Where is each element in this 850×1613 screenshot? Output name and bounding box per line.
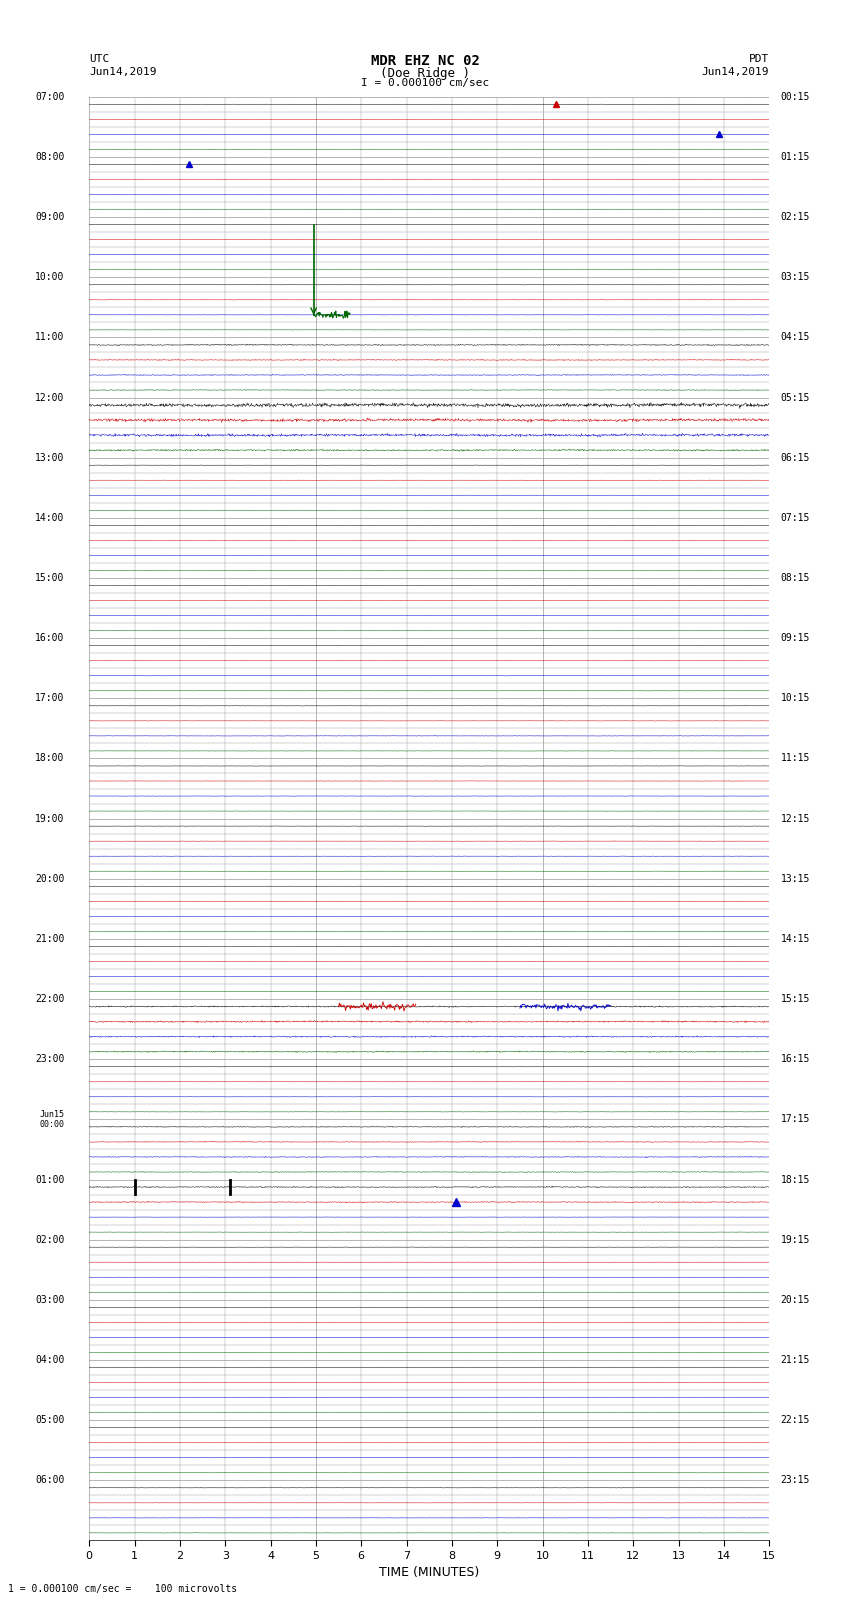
Text: 02:15: 02:15 — [780, 211, 810, 223]
Text: 14:00: 14:00 — [35, 513, 65, 523]
Text: 23:15: 23:15 — [780, 1476, 810, 1486]
Text: 12:00: 12:00 — [35, 392, 65, 403]
Text: 12:15: 12:15 — [780, 813, 810, 824]
Text: 19:00: 19:00 — [35, 813, 65, 824]
Text: 09:15: 09:15 — [780, 634, 810, 644]
Text: Jun14,2019: Jun14,2019 — [89, 66, 156, 77]
Text: 20:15: 20:15 — [780, 1295, 810, 1305]
Text: 08:15: 08:15 — [780, 573, 810, 582]
Text: 08:00: 08:00 — [35, 152, 65, 161]
Text: 14:15: 14:15 — [780, 934, 810, 944]
Text: 21:15: 21:15 — [780, 1355, 810, 1365]
Text: 23:00: 23:00 — [35, 1055, 65, 1065]
Text: 01:00: 01:00 — [35, 1174, 65, 1184]
Text: 19:15: 19:15 — [780, 1234, 810, 1245]
Text: 16:15: 16:15 — [780, 1055, 810, 1065]
Text: 05:00: 05:00 — [35, 1415, 65, 1426]
Text: 11:15: 11:15 — [780, 753, 810, 763]
Text: 17:15: 17:15 — [780, 1115, 810, 1124]
Text: 15:00: 15:00 — [35, 573, 65, 582]
Text: 07:15: 07:15 — [780, 513, 810, 523]
Text: 13:15: 13:15 — [780, 874, 810, 884]
Text: 20:00: 20:00 — [35, 874, 65, 884]
Text: 06:15: 06:15 — [780, 453, 810, 463]
Text: 1 = 0.000100 cm/sec =    100 microvolts: 1 = 0.000100 cm/sec = 100 microvolts — [8, 1584, 238, 1594]
Text: 07:00: 07:00 — [35, 92, 65, 102]
Text: 04:15: 04:15 — [780, 332, 810, 342]
Text: 13:00: 13:00 — [35, 453, 65, 463]
Text: Jun15
00:00: Jun15 00:00 — [39, 1110, 65, 1129]
Text: 11:00: 11:00 — [35, 332, 65, 342]
Text: PDT: PDT — [749, 53, 769, 65]
Text: 18:00: 18:00 — [35, 753, 65, 763]
Text: 22:15: 22:15 — [780, 1415, 810, 1426]
Text: 05:15: 05:15 — [780, 392, 810, 403]
Text: 03:00: 03:00 — [35, 1295, 65, 1305]
Text: (Doe Ridge ): (Doe Ridge ) — [380, 66, 470, 81]
Text: 10:00: 10:00 — [35, 273, 65, 282]
Text: Jun14,2019: Jun14,2019 — [702, 66, 769, 77]
Text: 01:15: 01:15 — [780, 152, 810, 161]
Text: UTC: UTC — [89, 53, 110, 65]
Text: 06:00: 06:00 — [35, 1476, 65, 1486]
Text: 03:15: 03:15 — [780, 273, 810, 282]
X-axis label: TIME (MINUTES): TIME (MINUTES) — [379, 1566, 479, 1579]
Text: 17:00: 17:00 — [35, 694, 65, 703]
Text: 18:15: 18:15 — [780, 1174, 810, 1184]
Text: 22:00: 22:00 — [35, 994, 65, 1003]
Text: I = 0.000100 cm/sec: I = 0.000100 cm/sec — [361, 77, 489, 89]
Text: 16:00: 16:00 — [35, 634, 65, 644]
Text: 02:00: 02:00 — [35, 1234, 65, 1245]
Text: 15:15: 15:15 — [780, 994, 810, 1003]
Text: MDR EHZ NC 02: MDR EHZ NC 02 — [371, 53, 479, 68]
Text: 00:15: 00:15 — [780, 92, 810, 102]
Text: 21:00: 21:00 — [35, 934, 65, 944]
Text: 04:00: 04:00 — [35, 1355, 65, 1365]
Text: 10:15: 10:15 — [780, 694, 810, 703]
Text: 09:00: 09:00 — [35, 211, 65, 223]
